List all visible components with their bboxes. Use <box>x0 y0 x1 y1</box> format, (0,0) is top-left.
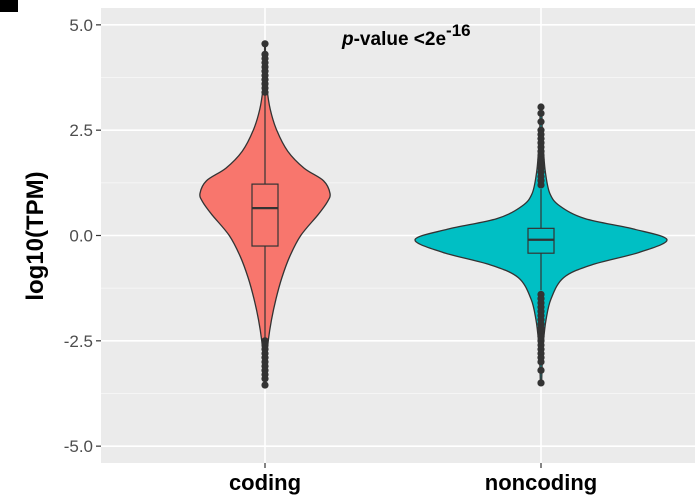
corner-mark <box>0 0 18 12</box>
y-tick-label: 0.0 <box>69 227 93 246</box>
p-value-italic: p <box>341 29 354 50</box>
box-coding <box>251 183 279 247</box>
y-axis-title: log10(TPM) <box>22 171 49 300</box>
y-axis-ticks: 5.0 2.5 0.0 -2.5 -5.0 <box>64 16 101 456</box>
p-value-superscript: -16 <box>446 21 471 40</box>
outlier-point <box>261 88 269 96</box>
y-tick-label: -2.5 <box>64 332 93 351</box>
outlier-point <box>261 375 269 383</box>
x-axis-ticks: coding noncoding <box>229 463 597 495</box>
boxplots <box>251 94 555 339</box>
outlier-point <box>261 40 269 48</box>
y-tick-label: 2.5 <box>69 121 93 140</box>
outlier-point <box>537 109 545 117</box>
outlier-point <box>537 181 545 189</box>
y-tick-label: -5.0 <box>64 437 93 456</box>
outlier-point <box>537 103 545 111</box>
outlier-points <box>261 40 545 389</box>
outlier-point <box>261 381 269 389</box>
minor-gridlines <box>101 77 695 394</box>
outlier-point <box>537 379 545 387</box>
outlier-point <box>537 118 545 126</box>
p-value-annotation: p-value <2e-16 <box>341 21 471 50</box>
outlier-point <box>537 358 545 366</box>
y-tick-label: 5.0 <box>69 16 93 35</box>
x-tick-label: noncoding <box>485 470 597 495</box>
p-value-text: -value <2e <box>354 29 446 50</box>
outlier-point <box>537 366 545 374</box>
x-tick-label: coding <box>229 470 301 495</box>
